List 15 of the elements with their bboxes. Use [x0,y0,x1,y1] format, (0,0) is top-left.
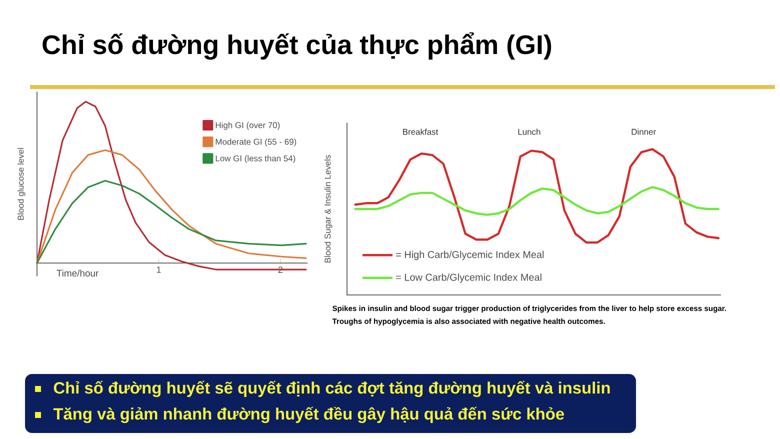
y-axis-title: Blood glucose level [17,148,26,220]
legend-label: Moderate GI (55 - 69) [216,138,296,146]
legend-label: High GI (over 70) [216,122,280,130]
x-axis-title: Time/hour [56,270,99,277]
text: Chỉ số đường huyết sẽ quyết định các đợt tăng đường huyết và insulin [54,380,610,398]
x-tick-label: 1 [156,266,161,273]
text: Chỉ số đường huyết của thực phẩm (GI) [42,32,552,60]
text: Breakfast [403,128,438,135]
text: Tăng và giảm nhanh đường huyết đều gây hậu quả đến sức khỏe [53,406,564,424]
text: Dinner [632,128,656,135]
legend-label: = High Carb/Glycemic Index Meal [396,250,544,260]
legend-label: = Low Carb/Glycemic Index Meal [396,273,542,283]
text: Lunch [518,128,540,135]
y-axis-title: Blood Sugar & Insulin Levels [324,155,332,262]
legend-label: Low GI (less than 54) [216,155,296,164]
